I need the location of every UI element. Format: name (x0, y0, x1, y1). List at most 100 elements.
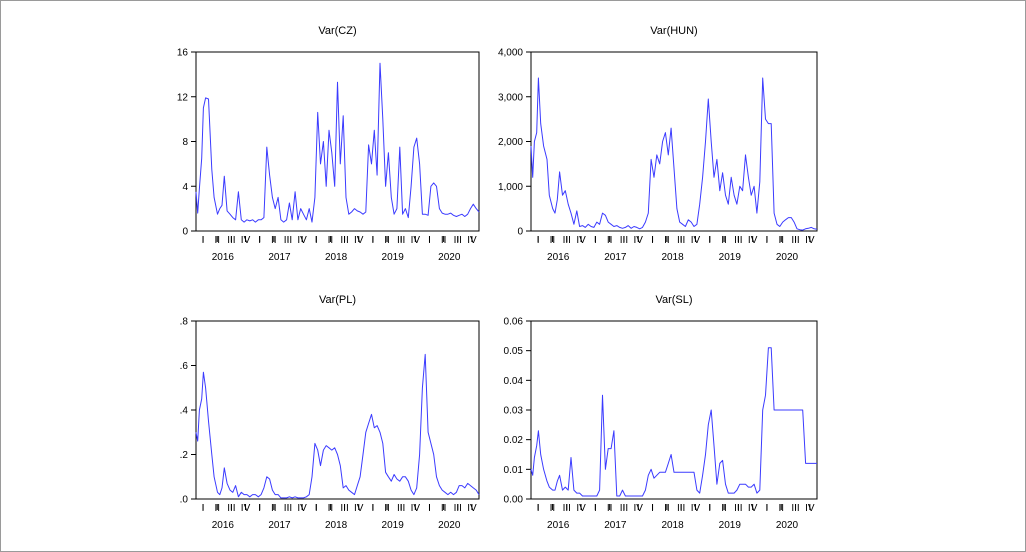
quarter-label: II (550, 235, 556, 246)
quarter-label: III (397, 235, 405, 246)
year-label: 2016 (212, 252, 235, 263)
chart-panel: Var(PL).0.2.4.6.8I II III IV I II III IV I II III I… (180, 294, 480, 531)
quarter-label: IV (576, 235, 586, 246)
series-line (195, 353, 480, 499)
quarter-label: I (428, 503, 431, 514)
year-label: 2020 (776, 520, 799, 531)
quarter-label: I (766, 235, 769, 246)
quarter-label: I (315, 235, 318, 246)
quarter-label: II (271, 503, 277, 514)
y-tick-label: 0 (517, 227, 523, 238)
quarter-label: II (328, 235, 334, 246)
year-label: 2018 (661, 520, 684, 531)
quarter-label: III (340, 503, 348, 514)
quarter-label: III (734, 235, 742, 246)
quarter-label: II (721, 503, 727, 514)
y-tick-label: 1,000 (498, 182, 523, 193)
year-label: 2017 (268, 520, 291, 531)
y-tick-label: 8 (182, 137, 188, 148)
quarter-label: III (284, 235, 292, 246)
quarter-label: IV (634, 235, 644, 246)
quarter-label: II (550, 503, 556, 514)
year-label: 2016 (547, 520, 570, 531)
quarter-label: IV (748, 503, 758, 514)
chart-title: Var(HUN) (650, 25, 697, 37)
year-label: 2017 (604, 252, 627, 263)
quarter-label: IV (467, 235, 477, 246)
chart-panel: Var(SL)0.000.010.020.030.040.050.06I II II… (504, 294, 818, 531)
year-label: 2018 (661, 252, 684, 263)
quarter-label: I (258, 503, 261, 514)
y-tick-label: .8 (180, 317, 189, 328)
y-tick-label: 0.00 (504, 495, 524, 506)
y-tick-label: 0.05 (504, 346, 524, 357)
quarter-label: III (397, 503, 405, 514)
year-label: 2019 (382, 520, 405, 531)
series-line (195, 62, 480, 223)
quarter-label: III (620, 235, 628, 246)
quarter-label: IV (411, 503, 421, 514)
y-tick-label: .4 (180, 406, 189, 417)
quarter-label: IV (805, 235, 815, 246)
quarter-label: IV (805, 503, 815, 514)
quarter-label: II (328, 503, 334, 514)
y-tick-label: 0.01 (504, 465, 524, 476)
y-tick-label: 4,000 (498, 48, 523, 59)
quarter-label: II (778, 503, 784, 514)
quarter-label: II (664, 235, 670, 246)
year-label: 2020 (438, 520, 461, 531)
quarter-label: III (620, 503, 628, 514)
quarter-label: II (214, 503, 220, 514)
series-line (530, 77, 818, 231)
quarter-label: I (371, 503, 374, 514)
year-label: 2018 (325, 520, 348, 531)
quarter-label: I (202, 503, 205, 514)
year-label: 2019 (719, 252, 742, 263)
y-tick-label: 16 (177, 48, 189, 59)
quarter-label: III (227, 503, 235, 514)
quarter-label: III (454, 503, 462, 514)
y-tick-label: .6 (180, 361, 189, 372)
quarter-label: IV (297, 503, 307, 514)
quarter-label: III (791, 503, 799, 514)
quarter-label: II (214, 235, 220, 246)
quarter-label: I (428, 235, 431, 246)
quarter-label: III (677, 235, 685, 246)
series-line (530, 347, 817, 497)
quarter-label: III (227, 235, 235, 246)
y-tick-label: 2,000 (498, 137, 523, 148)
quarter-label: II (384, 235, 390, 246)
quarter-label: II (384, 503, 390, 514)
quarter-label: I (315, 503, 318, 514)
quarter-label: III (284, 503, 292, 514)
quarter-label: I (537, 235, 540, 246)
year-label: 2019 (719, 520, 742, 531)
quarter-label: II (271, 235, 277, 246)
quarter-label: I (594, 503, 597, 514)
quarter-label: I (766, 503, 769, 514)
quarter-label: III (791, 235, 799, 246)
quarter-label: IV (467, 503, 477, 514)
year-label: 2017 (268, 252, 291, 263)
quarter-label: I (708, 235, 711, 246)
quarter-label: III (563, 503, 571, 514)
quarter-label: IV (576, 503, 586, 514)
quarter-label: II (441, 503, 447, 514)
quarter-label: III (454, 235, 462, 246)
quarter-label: I (537, 503, 540, 514)
quarter-label: IV (634, 503, 644, 514)
chart-title: Var(CZ) (318, 25, 356, 37)
quarter-label: II (721, 235, 727, 246)
quarter-label: II (607, 235, 613, 246)
year-label: 2019 (382, 252, 405, 263)
y-tick-label: 4 (182, 182, 188, 193)
quarter-label: I (202, 235, 205, 246)
quarter-label: III (563, 235, 571, 246)
quarter-label: I (651, 503, 654, 514)
chart-title: Var(SL) (655, 294, 692, 306)
quarter-label: IV (241, 503, 251, 514)
y-tick-label: .2 (180, 450, 189, 461)
y-tick-label: 3,000 (498, 92, 523, 103)
